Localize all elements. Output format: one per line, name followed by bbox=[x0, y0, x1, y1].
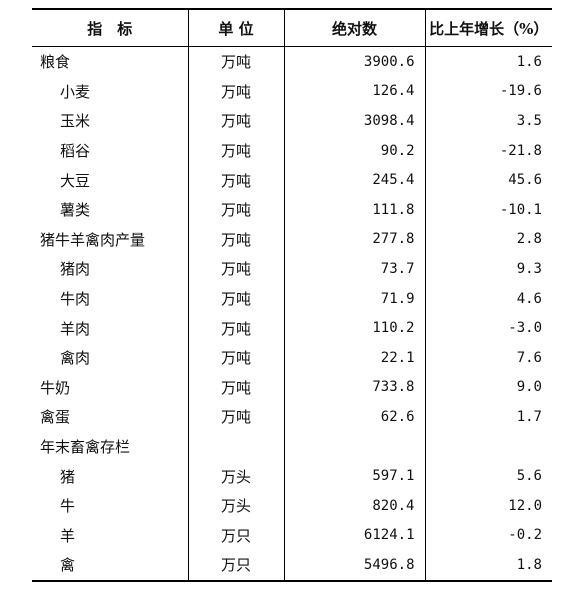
table-row: 牛肉 万吨 71.9 4.6 bbox=[32, 283, 552, 314]
cell-unit: 万吨 bbox=[187, 372, 284, 403]
cell-absolute-value: 22.1 bbox=[283, 342, 425, 373]
cell-indicator: 羊 bbox=[60, 526, 76, 545]
cell-absolute-value: 277.8 bbox=[283, 224, 425, 255]
cell-unit: 万吨 bbox=[187, 342, 284, 373]
cell-unit: 万吨 bbox=[187, 254, 284, 284]
cell-growth-rate: -21.8 bbox=[424, 135, 552, 166]
cell-growth-rate: 1.6 bbox=[424, 46, 552, 77]
cell-indicator: 禽蛋 bbox=[40, 408, 71, 427]
cell-unit: 万头 bbox=[187, 490, 284, 521]
table-row: 羊 万只 6124.1 -0.2 bbox=[32, 520, 552, 551]
cell-indicator: 薯类 bbox=[60, 201, 91, 220]
cell-indicator: 禽肉 bbox=[60, 349, 91, 368]
table-row: 禽蛋 万吨 62.6 1.7 bbox=[32, 402, 552, 432]
table-row: 猪肉 万吨 73.7 9.3 bbox=[32, 254, 552, 284]
cell-growth-rate: -3.0 bbox=[424, 313, 552, 343]
cell-unit: 万吨 bbox=[187, 46, 284, 77]
cell-unit: 万吨 bbox=[187, 224, 284, 255]
table-row: 禽万只 5496.8 1.8 bbox=[32, 550, 552, 582]
cell-absolute-value: 5496.8 bbox=[283, 550, 425, 582]
cell-absolute-value: 71.9 bbox=[283, 283, 425, 314]
table-row: 小麦 万吨 126.4 -19.6 bbox=[32, 76, 552, 107]
table-row: 牛奶 万吨 733.8 9.0 bbox=[32, 372, 552, 403]
cell-indicator: 羊肉 bbox=[60, 319, 91, 338]
header-growth-rate: 比上年增长（%） bbox=[424, 8, 552, 47]
cell-growth-rate: 4.6 bbox=[424, 283, 552, 314]
cell-unit: 万吨 bbox=[187, 106, 284, 136]
cell-indicator: 猪牛羊禽肉产量 bbox=[40, 230, 146, 249]
table-row: 粮食 万吨 3900.6 1.6 bbox=[32, 46, 552, 77]
cell-growth-rate: 9.0 bbox=[424, 372, 552, 403]
cell-absolute-value: 62.6 bbox=[283, 402, 425, 432]
cell-unit: 万吨 bbox=[187, 135, 284, 166]
cell-absolute-value: 733.8 bbox=[283, 372, 425, 403]
cell-indicator: 猪 bbox=[60, 467, 76, 486]
cell-growth-rate: 45.6 bbox=[424, 165, 552, 195]
cell-indicator: 猪肉 bbox=[60, 260, 91, 279]
cell-indicator: 小麦 bbox=[60, 82, 91, 101]
cell-absolute-value: 73.7 bbox=[283, 254, 425, 284]
cell-absolute-value: 90.2 bbox=[283, 135, 425, 166]
cell-indicator: 牛 bbox=[60, 497, 76, 516]
cell-unit: 万吨 bbox=[187, 313, 284, 343]
cell-absolute-value: 245.4 bbox=[283, 165, 425, 195]
cell-unit: 万吨 bbox=[187, 402, 284, 432]
cell-growth-rate: 5.6 bbox=[424, 461, 552, 491]
cell-absolute-value: 110.2 bbox=[283, 313, 425, 343]
cell-unit: 万吨 bbox=[187, 76, 284, 107]
cell-absolute-value: 597.1 bbox=[283, 461, 425, 491]
cell-indicator: 牛肉 bbox=[60, 290, 91, 309]
table-row: 猪牛羊禽肉产量 万吨 277.8 2.8 bbox=[32, 224, 552, 255]
cell-growth-rate: 2.8 bbox=[424, 224, 552, 255]
header-unit: 单 位 bbox=[187, 8, 284, 47]
cell-growth-rate: 1.8 bbox=[424, 550, 552, 582]
table-row: 大豆 万吨 245.4 45.6 bbox=[32, 165, 552, 195]
cell-unit: 万吨 bbox=[187, 165, 284, 195]
statistics-table: 指 标 单 位 绝对数 比上年增长（%） 粮食 万吨 3900.6 1.6 小麦 万吨 12… bbox=[32, 8, 552, 582]
cell-growth-rate: 12.0 bbox=[424, 490, 552, 521]
cell-growth-rate: 3.5 bbox=[424, 106, 552, 136]
cell-indicator: 牛奶 bbox=[40, 378, 71, 397]
cell-growth-rate: -19.6 bbox=[424, 76, 552, 107]
cell-indicator: 粮食 bbox=[40, 53, 71, 72]
cell-absolute-value bbox=[283, 431, 425, 462]
cell-indicator: 大豆 bbox=[60, 171, 91, 190]
table-row: 稻谷 万吨 90.2 -21.8 bbox=[32, 135, 552, 166]
cell-growth-rate: -0.2 bbox=[424, 520, 552, 551]
table-row: 玉米 万吨 3098.4 3.5 bbox=[32, 106, 552, 136]
cell-absolute-value: 3098.4 bbox=[283, 106, 425, 136]
table-row: 薯类 万吨 111.8 -10.1 bbox=[32, 194, 552, 225]
cell-unit: 万只 bbox=[187, 550, 284, 582]
cell-growth-rate: 1.7 bbox=[424, 402, 552, 432]
table-header: 指 标 单 位 绝对数 比上年增长（%） bbox=[32, 8, 552, 47]
cell-growth-rate: -10.1 bbox=[424, 194, 552, 225]
cell-indicator: 禽 bbox=[32, 550, 188, 582]
cell-absolute-value: 126.4 bbox=[283, 76, 425, 107]
table-row: 年末畜禽存栏 bbox=[32, 431, 552, 462]
cell-unit: 万只 bbox=[187, 520, 284, 551]
table-row: 猪 万头 597.1 5.6 bbox=[32, 461, 552, 491]
cell-unit: 万头 bbox=[187, 461, 284, 491]
cell-growth-rate: 7.6 bbox=[424, 342, 552, 373]
cell-indicator: 年末畜禽存栏 bbox=[40, 438, 131, 457]
table-row: 羊肉 万吨 110.2 -3.0 bbox=[32, 313, 552, 343]
header-absolute-value: 绝对数 bbox=[283, 8, 425, 47]
cell-unit bbox=[187, 431, 284, 462]
cell-growth-rate: 9.3 bbox=[424, 254, 552, 284]
cell-unit: 万吨 bbox=[187, 283, 284, 314]
table-body: 粮食 万吨 3900.6 1.6 小麦 万吨 126.4 -19.6 玉米 万吨 3098.4 3.5… bbox=[32, 46, 552, 582]
table-row: 牛 万头 820.4 12.0 bbox=[32, 490, 552, 521]
cell-absolute-value: 820.4 bbox=[283, 490, 425, 521]
cell-absolute-value: 111.8 bbox=[283, 194, 425, 225]
cell-absolute-value: 3900.6 bbox=[283, 46, 425, 77]
header-indicator: 指 标 bbox=[32, 8, 188, 47]
cell-indicator: 稻谷 bbox=[60, 142, 91, 161]
cell-indicator: 玉米 bbox=[60, 112, 91, 131]
header-row: 指 标 单 位 绝对数 比上年增长（%） bbox=[32, 8, 552, 47]
cell-growth-rate bbox=[424, 431, 552, 462]
cell-absolute-value: 6124.1 bbox=[283, 520, 425, 551]
cell-unit: 万吨 bbox=[187, 194, 284, 225]
table-row: 禽肉 万吨 22.1 7.6 bbox=[32, 342, 552, 373]
